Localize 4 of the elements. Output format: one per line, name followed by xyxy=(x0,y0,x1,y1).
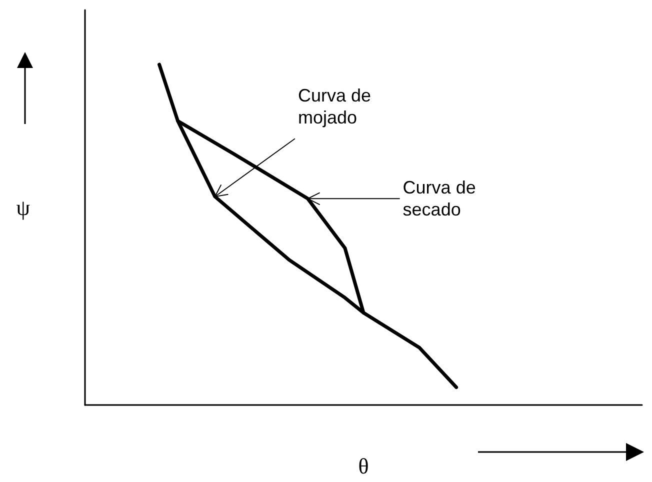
y-axis-title: ψ xyxy=(16,195,30,220)
annotation: Curva de secado xyxy=(402,178,481,220)
x-axis-title: θ xyxy=(358,454,369,478)
annotation: Curva de mojado xyxy=(298,86,376,128)
